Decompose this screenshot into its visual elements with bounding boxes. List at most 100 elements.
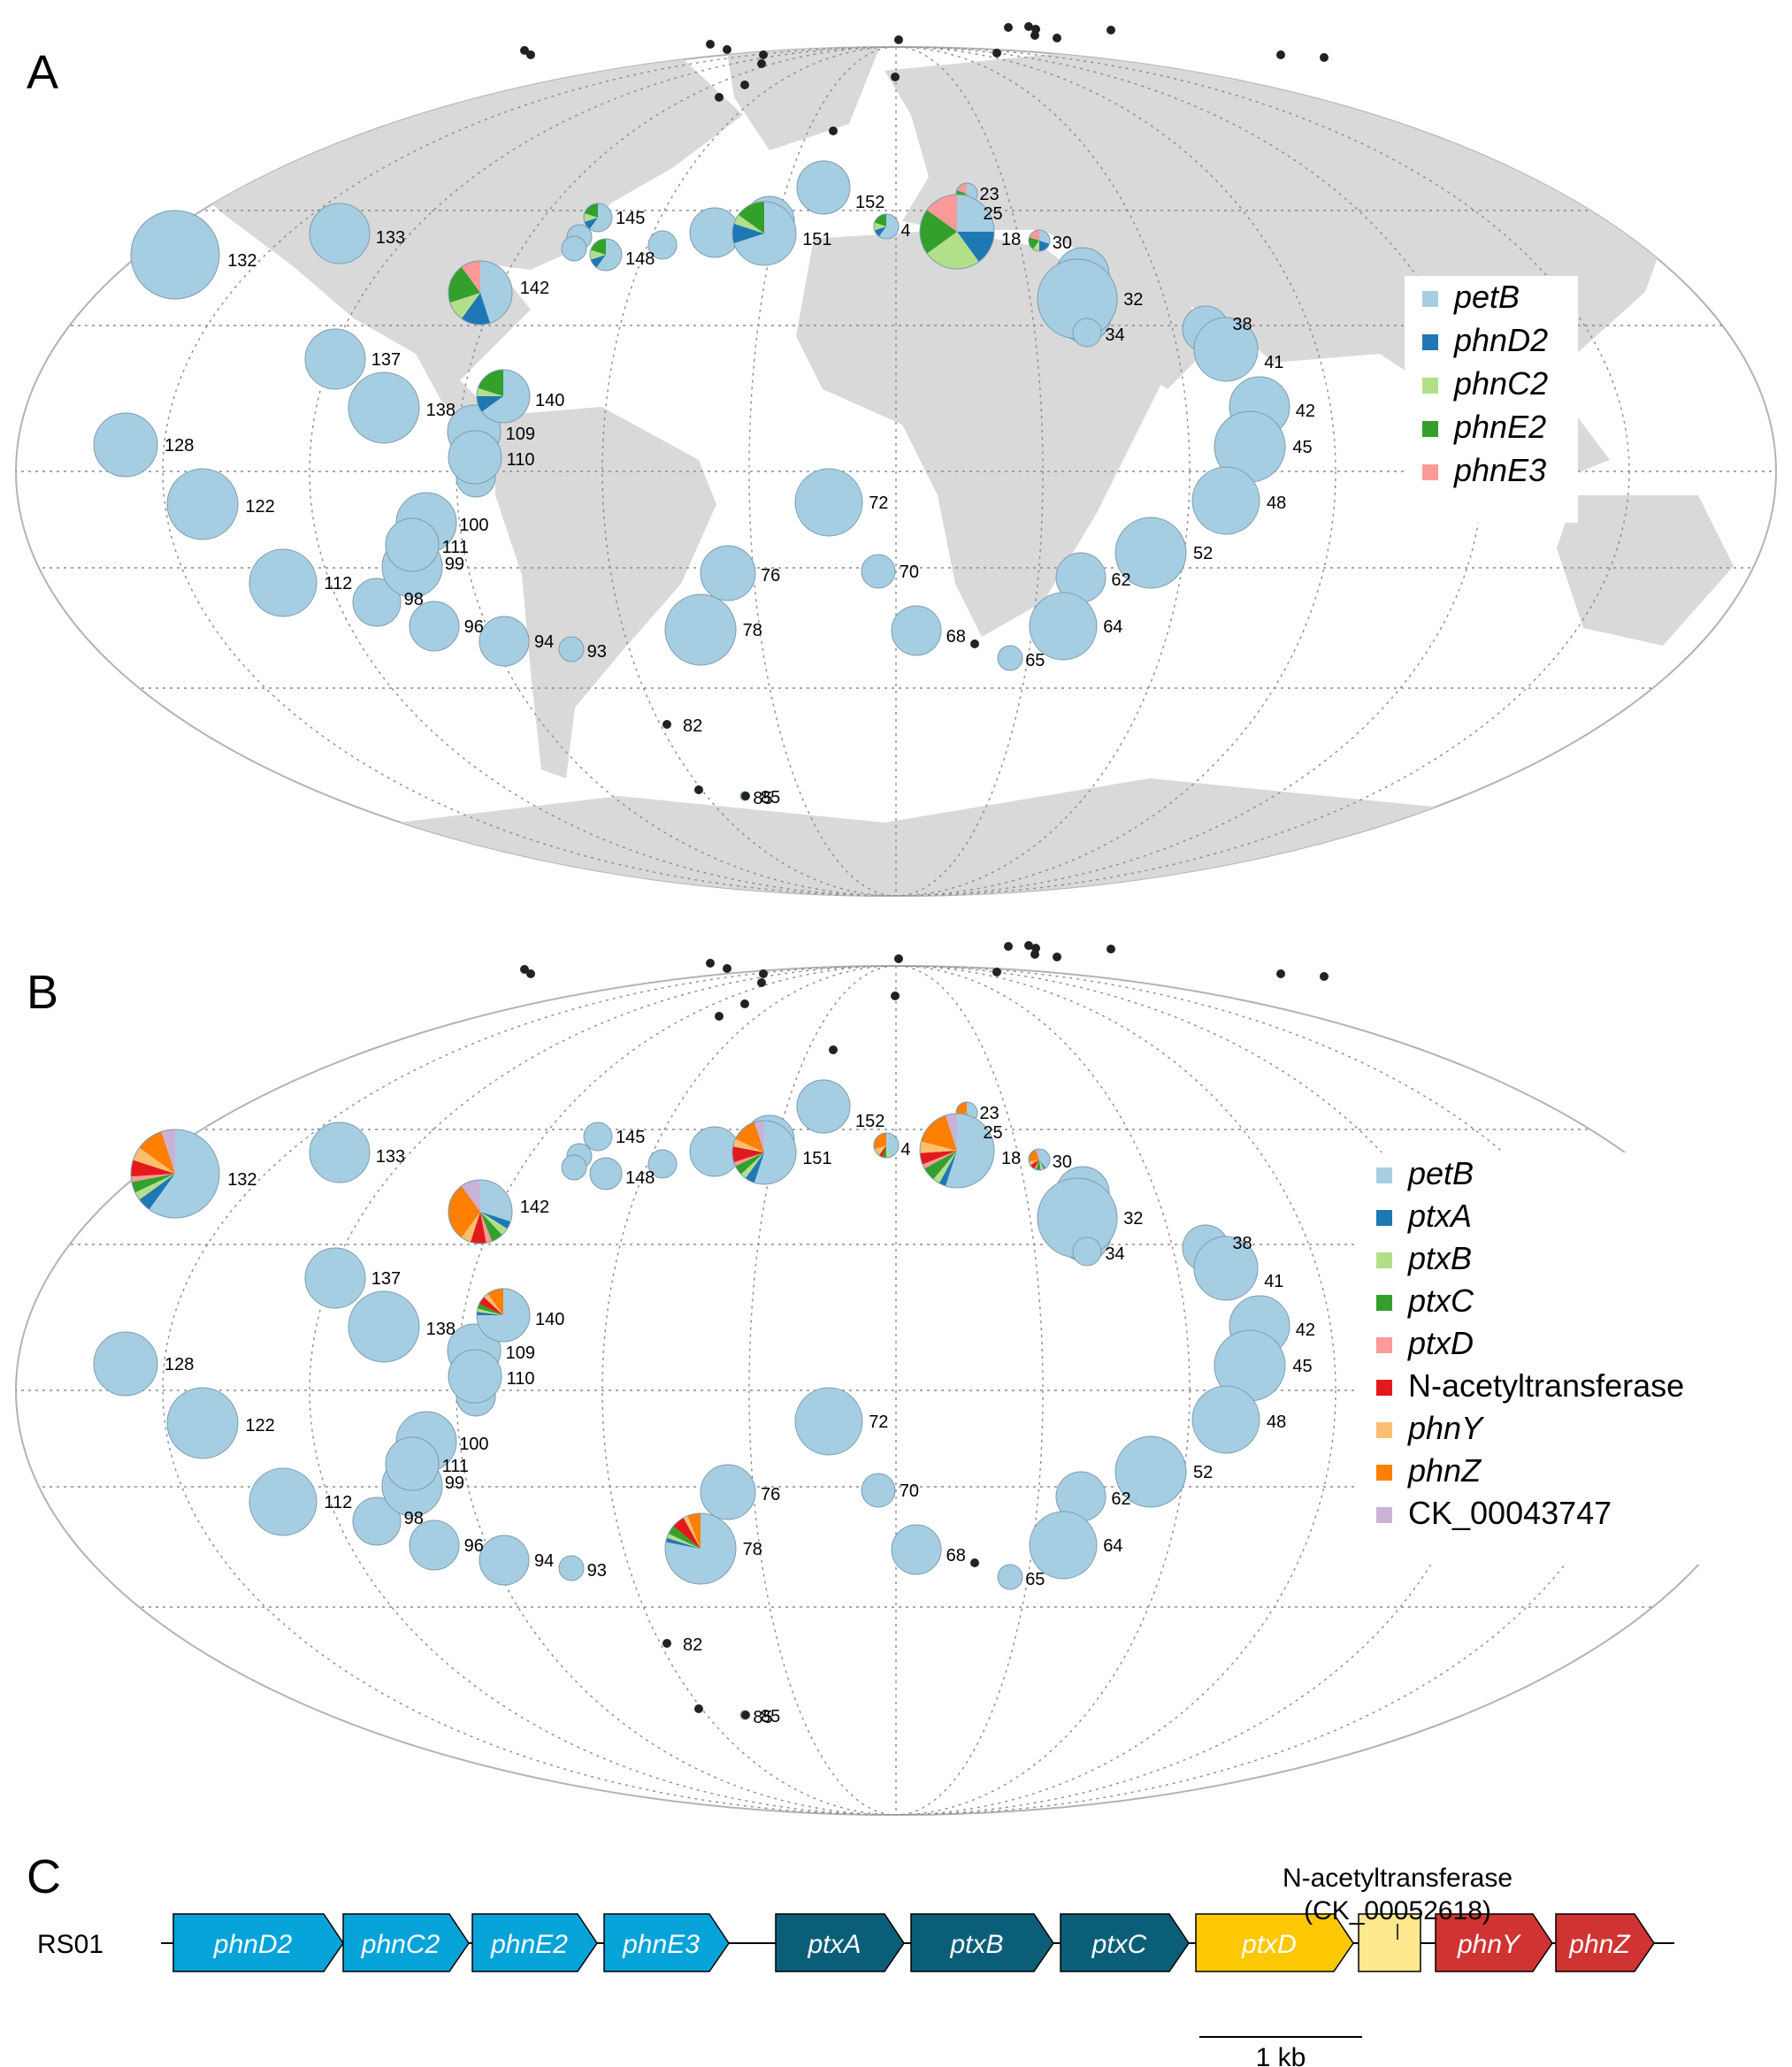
station-pie	[561, 1154, 587, 1181]
pie-slice	[480, 1212, 502, 1242]
pie-slice	[480, 1212, 493, 1244]
panel-letter-b: B	[27, 966, 58, 1019]
pie-slice	[1029, 230, 1039, 241]
station-dot	[829, 126, 838, 135]
station-label: 23	[979, 1104, 999, 1123]
gene-phnZ: phnZ	[1555, 1913, 1655, 1972]
station-label: 122	[245, 497, 274, 517]
pie-slice	[480, 1212, 508, 1236]
station-label: 100	[459, 516, 488, 535]
pie-slice	[882, 1145, 886, 1159]
station-dot	[1004, 23, 1013, 32]
pie-slice-petB	[1193, 317, 1259, 382]
pie-slice-petB	[1072, 318, 1102, 348]
pie-slice	[449, 293, 480, 319]
pie-slice-petB	[1029, 1511, 1098, 1580]
pie-slice	[1039, 1160, 1045, 1170]
pie-slice	[477, 396, 503, 412]
station-dot	[526, 969, 535, 978]
station-pie	[304, 328, 366, 390]
pie-slice	[448, 266, 480, 303]
station-pie	[700, 1464, 756, 1520]
station-dot	[992, 968, 1001, 976]
station-pie	[861, 554, 896, 589]
station-label: 68	[946, 627, 966, 647]
australia	[1557, 495, 1734, 646]
pie-slice-petB	[385, 1436, 440, 1491]
pie-slice	[967, 1102, 978, 1122]
station-pie	[589, 1157, 623, 1190]
legend-label: phnE3	[1453, 452, 1546, 488]
station-pie	[130, 1129, 220, 1219]
station-pie	[794, 468, 863, 537]
pie-slice	[957, 195, 994, 232]
pie-slice-petB	[249, 1467, 318, 1536]
station-dot	[520, 965, 529, 974]
pie-slice	[920, 1151, 957, 1165]
legend-background	[1405, 276, 1578, 523]
annotation-line-2: (CK_00052618)	[1304, 1896, 1491, 1925]
station-dot	[741, 792, 750, 800]
station-label: 99	[445, 555, 464, 574]
station-pie	[664, 593, 737, 666]
station-label: 45	[1292, 438, 1312, 457]
pie-slice	[733, 1152, 764, 1167]
pie-slice	[470, 1212, 486, 1244]
station-label: 82	[683, 716, 702, 736]
station-pie	[558, 1555, 585, 1581]
station-dot	[894, 35, 903, 44]
station-label: 48	[1267, 494, 1286, 513]
station-pie	[583, 203, 613, 233]
legend-swatch	[1422, 378, 1438, 394]
station-label: 52	[1193, 544, 1213, 563]
station-label: 128	[165, 436, 194, 456]
pie-slice	[933, 1151, 957, 1183]
gene-label: phnE2	[490, 1930, 568, 1959]
pie-slice	[478, 370, 503, 396]
station-label: 145	[616, 1128, 645, 1147]
gene-label: ptxA	[807, 1930, 861, 1959]
pie-slice-petB	[93, 1331, 158, 1397]
station-label: 148	[625, 249, 655, 269]
station-dot	[894, 954, 903, 963]
legend-swatch	[1376, 1380, 1392, 1396]
legend-label: CK_00043747	[1408, 1495, 1612, 1531]
station-label: 111	[442, 538, 469, 557]
station-pie	[130, 210, 220, 300]
station-label: 78	[743, 1540, 762, 1559]
legend-swatch	[1376, 1252, 1392, 1268]
station-pie	[796, 160, 851, 215]
station-label: 25	[983, 204, 1002, 224]
pie-slice-petB	[997, 645, 1023, 671]
station-dot	[741, 1711, 750, 1719]
station-pie	[166, 468, 239, 540]
pie-slice	[927, 195, 957, 232]
pie-slice-petB	[130, 210, 220, 300]
station-pie	[304, 1247, 366, 1309]
station-label: 96	[464, 1536, 484, 1556]
pie-slice-petB	[479, 616, 530, 667]
pie-slice-petB	[664, 593, 737, 666]
station-pie	[731, 1120, 797, 1185]
station-dot	[1024, 22, 1033, 31]
pie-slice	[687, 1513, 701, 1549]
station-pie	[93, 1331, 158, 1397]
pie-slice-petB	[1114, 1435, 1187, 1508]
legend-label: phnD2	[1453, 322, 1548, 358]
station-label: 109	[506, 1344, 535, 1363]
pie-slice	[477, 1308, 503, 1315]
pie-slice-petB	[166, 468, 239, 540]
station-pie	[1072, 1236, 1102, 1267]
station-dot	[715, 1012, 724, 1021]
station-pie	[1193, 317, 1259, 382]
pie-slice-petB	[448, 430, 502, 485]
station-label: 34	[1105, 1244, 1124, 1264]
station-label: 93	[587, 1561, 607, 1581]
station-label: 85	[761, 788, 780, 808]
pie-slice-petB	[861, 554, 896, 589]
station-label: 70	[900, 563, 919, 582]
pie-slice	[955, 1102, 967, 1116]
pie-slice	[878, 1145, 886, 1158]
station-pie	[448, 260, 513, 325]
